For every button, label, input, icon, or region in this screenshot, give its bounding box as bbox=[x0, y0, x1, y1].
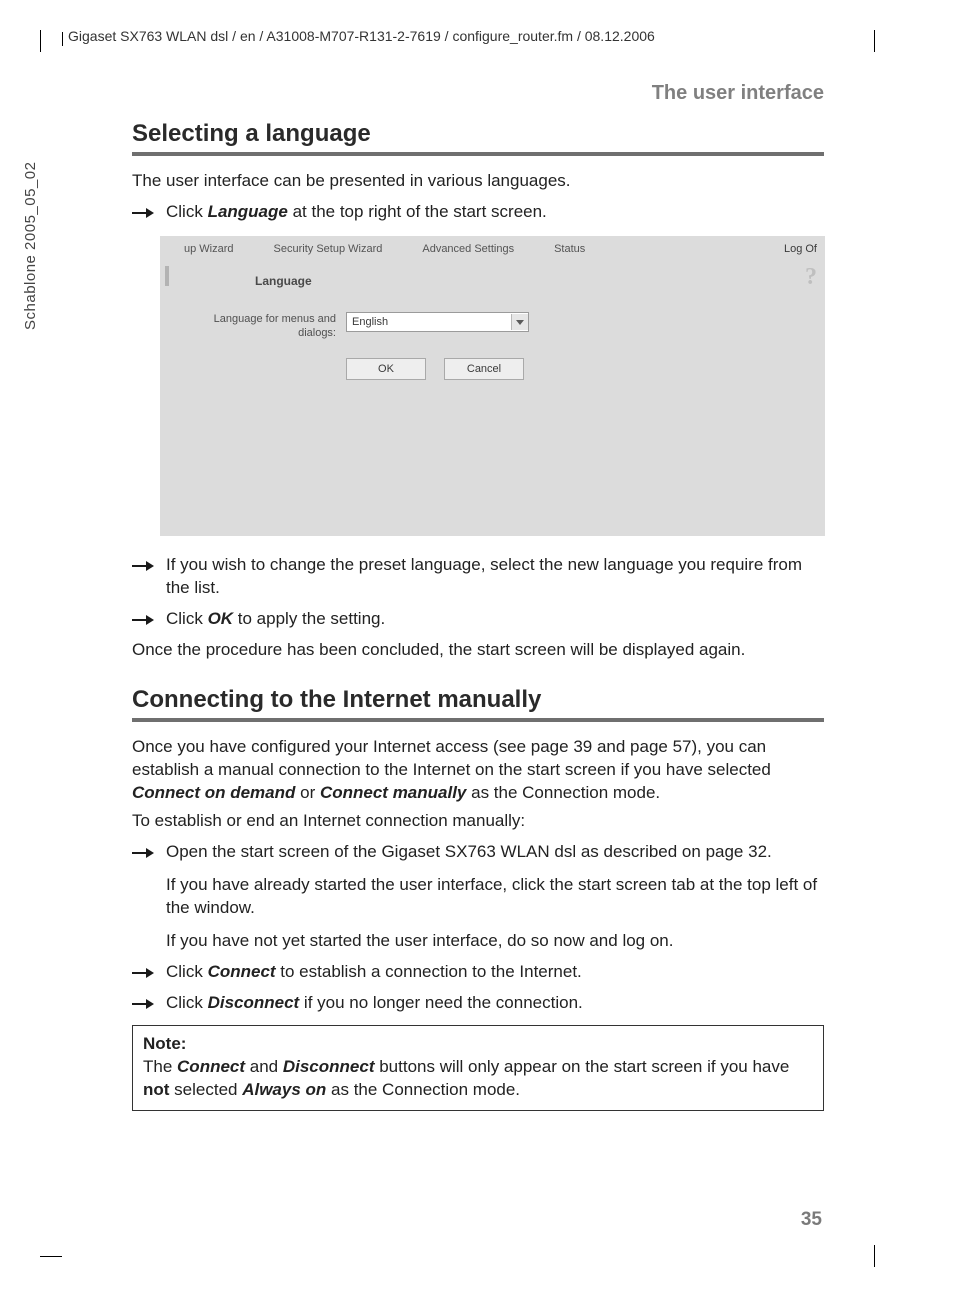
chevron-down-icon bbox=[511, 314, 528, 330]
section1-step3: Click OK to apply the setting. bbox=[132, 608, 824, 631]
step-text: Click bbox=[166, 993, 208, 1012]
section1-step2: If you wish to change the preset languag… bbox=[132, 554, 824, 600]
arrow-icon bbox=[132, 613, 154, 627]
crop-mark-tr bbox=[874, 30, 896, 52]
crop-mark-tl bbox=[40, 30, 62, 52]
crop-mark-br bbox=[874, 1245, 896, 1267]
text: as the Connection mode. bbox=[466, 783, 660, 802]
step-text: Open the start screen of the Gigaset SX7… bbox=[166, 841, 824, 864]
step-text: to establish a connection to the Interne… bbox=[276, 962, 582, 981]
page-number: 35 bbox=[801, 1209, 822, 1231]
text: as the Connection mode. bbox=[326, 1080, 520, 1099]
language-select-value: English bbox=[352, 316, 388, 328]
step-text: if you no longer need the connection. bbox=[299, 993, 583, 1012]
note-title: Note: bbox=[143, 1034, 813, 1054]
running-head: The user interface bbox=[652, 82, 824, 105]
step-text: Click bbox=[166, 202, 208, 221]
note-body: The Connect and Disconnect buttons will … bbox=[143, 1056, 813, 1102]
step-keyword: Language bbox=[208, 202, 288, 221]
ui-left-marker bbox=[165, 266, 169, 286]
section2-p1: Once you have configured your Internet a… bbox=[132, 736, 824, 805]
step-text: Click bbox=[166, 609, 208, 628]
arrow-icon bbox=[132, 997, 154, 1011]
step-subtext: If you have not yet started the user int… bbox=[166, 930, 824, 953]
ok-button[interactable]: OK bbox=[346, 358, 426, 380]
text: or bbox=[295, 783, 320, 802]
nav-setup-wizard[interactable]: up Wizard bbox=[164, 243, 254, 255]
section2-step2: Click Connect to establish a connection … bbox=[132, 961, 824, 984]
step-text: to apply the setting. bbox=[233, 609, 385, 628]
step-keyword: Connect bbox=[208, 962, 276, 981]
page: Gigaset SX763 WLAN dsl / en / A31008-M70… bbox=[0, 0, 954, 1307]
section2-step3: Click Disconnect if you no longer need t… bbox=[132, 992, 824, 1015]
text: and bbox=[245, 1057, 283, 1076]
language-select[interactable]: English bbox=[346, 312, 529, 332]
text: selected bbox=[169, 1080, 242, 1099]
section2-rule bbox=[132, 718, 824, 722]
help-icon[interactable]: ? bbox=[805, 264, 817, 291]
nav-security-wizard[interactable]: Security Setup Wizard bbox=[254, 243, 403, 255]
template-version-label: Schablone 2005_05_02 bbox=[22, 162, 39, 330]
keyword: Connect manually bbox=[320, 783, 466, 802]
ui-panel-title: Language bbox=[255, 274, 312, 288]
text: buttons will only appear on the start sc… bbox=[374, 1057, 789, 1076]
step-keyword: Disconnect bbox=[208, 993, 300, 1012]
section2-p2: To establish or end an Internet connecti… bbox=[132, 810, 824, 833]
section1-rule bbox=[132, 152, 824, 156]
step-subtext: If you have already started the user int… bbox=[166, 874, 824, 920]
ui-button-row: OK Cancel bbox=[346, 358, 524, 380]
arrow-icon bbox=[132, 559, 154, 573]
ui-nav: up Wizard Security Setup Wizard Advanced… bbox=[160, 236, 825, 262]
section2-title: Connecting to the Internet manually bbox=[132, 686, 824, 714]
router-ui-screenshot: up Wizard Security Setup Wizard Advanced… bbox=[160, 236, 825, 536]
note-box: Note: The Connect and Disconnect buttons… bbox=[132, 1025, 824, 1111]
header-path: Gigaset SX763 WLAN dsl / en / A31008-M70… bbox=[68, 28, 655, 44]
cancel-button[interactable]: Cancel bbox=[444, 358, 524, 380]
arrow-icon bbox=[132, 966, 154, 980]
keyword: Connect bbox=[177, 1057, 245, 1076]
text: The bbox=[143, 1057, 177, 1076]
section1-outro: Once the procedure has been concluded, t… bbox=[132, 639, 824, 662]
keyword: Disconnect bbox=[283, 1057, 375, 1076]
keyword: Connect on demand bbox=[132, 783, 295, 802]
arrow-icon bbox=[132, 206, 154, 220]
section1-intro: The user interface can be presented in v… bbox=[132, 170, 824, 193]
keyword: not bbox=[143, 1080, 169, 1099]
section1-title: Selecting a language bbox=[132, 120, 824, 148]
keyword: Always on bbox=[242, 1080, 326, 1099]
nav-status[interactable]: Status bbox=[534, 243, 605, 255]
step-text: Click bbox=[166, 962, 208, 981]
nav-logoff[interactable]: Log Of bbox=[784, 243, 821, 255]
ui-language-row: Language for menus and dialogs: English bbox=[196, 312, 529, 341]
step-text: at the top right of the start screen. bbox=[288, 202, 547, 221]
content-area: Selecting a language The user interface … bbox=[132, 120, 824, 1111]
crop-mark-bl bbox=[40, 1245, 62, 1267]
section2-step1: Open the start screen of the Gigaset SX7… bbox=[132, 841, 824, 953]
arrow-icon bbox=[132, 846, 154, 860]
section1-step1: Click Language at the top right of the s… bbox=[132, 201, 824, 224]
step-keyword: OK bbox=[208, 609, 234, 628]
text: Once you have configured your Internet a… bbox=[132, 737, 771, 779]
language-field-label: Language for menus and dialogs: bbox=[196, 312, 336, 341]
nav-advanced-settings[interactable]: Advanced Settings bbox=[402, 243, 534, 255]
step-text: If you wish to change the preset languag… bbox=[166, 554, 824, 600]
